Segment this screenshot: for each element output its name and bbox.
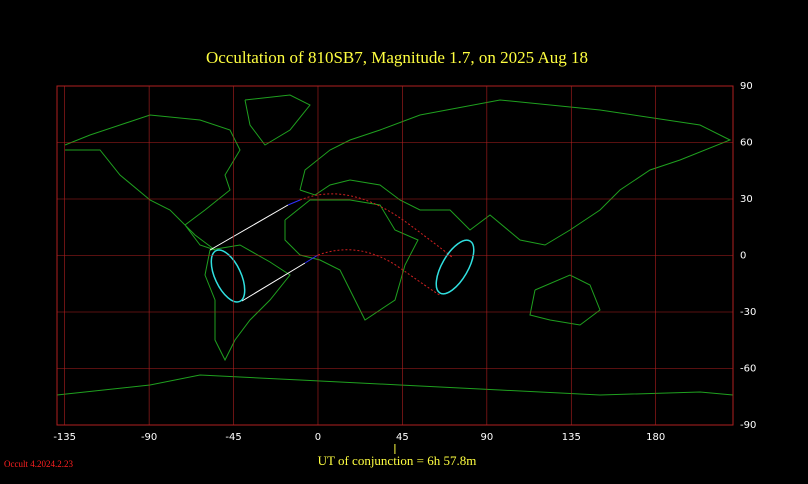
- y-tick-label: 60: [740, 138, 753, 149]
- version-label: Occult 4.2024.2.23: [4, 459, 73, 469]
- x-tick-label: -45: [225, 432, 241, 443]
- x-tick-label: 0: [315, 432, 321, 443]
- shadow-ellipse: [435, 239, 475, 295]
- path-limit: [304, 254, 319, 264]
- y-tick-label: 0: [740, 251, 746, 262]
- coastline: [204, 244, 291, 362]
- x-tick-label: -90: [141, 432, 157, 443]
- y-tick-label: -60: [740, 364, 756, 375]
- y-tick-label: -90: [740, 420, 756, 431]
- coastline: [284, 199, 419, 321]
- shadow-ellipse: [210, 249, 246, 303]
- occultation-path: [209, 193, 475, 303]
- y-tick-label: 90: [740, 81, 753, 92]
- y-tick-label: 30: [740, 194, 753, 205]
- x-tick-label: 135: [562, 432, 581, 443]
- x-tick-label: -135: [53, 432, 76, 443]
- conjunction-label: UT of conjunction = 6h 57.8m: [318, 453, 477, 468]
- coastline: [244, 94, 311, 146]
- path-limit: [287, 199, 301, 206]
- coastline: [56, 374, 734, 396]
- coastline: [529, 274, 601, 326]
- path-limit: [241, 262, 306, 302]
- x-tick-label: 90: [480, 432, 493, 443]
- path-limit: [317, 249, 441, 296]
- coastline: [64, 114, 241, 251]
- y-tick-label: -30: [740, 307, 756, 318]
- x-tick-label: 180: [646, 432, 665, 443]
- coastlines: [56, 94, 734, 396]
- path-limit: [209, 204, 289, 251]
- path-limit: [299, 193, 453, 258]
- coastline: [299, 99, 732, 246]
- map-title: Occultation of 810SB7, Magnitude 1.7, on…: [206, 48, 588, 67]
- x-tick-label: 45: [396, 432, 409, 443]
